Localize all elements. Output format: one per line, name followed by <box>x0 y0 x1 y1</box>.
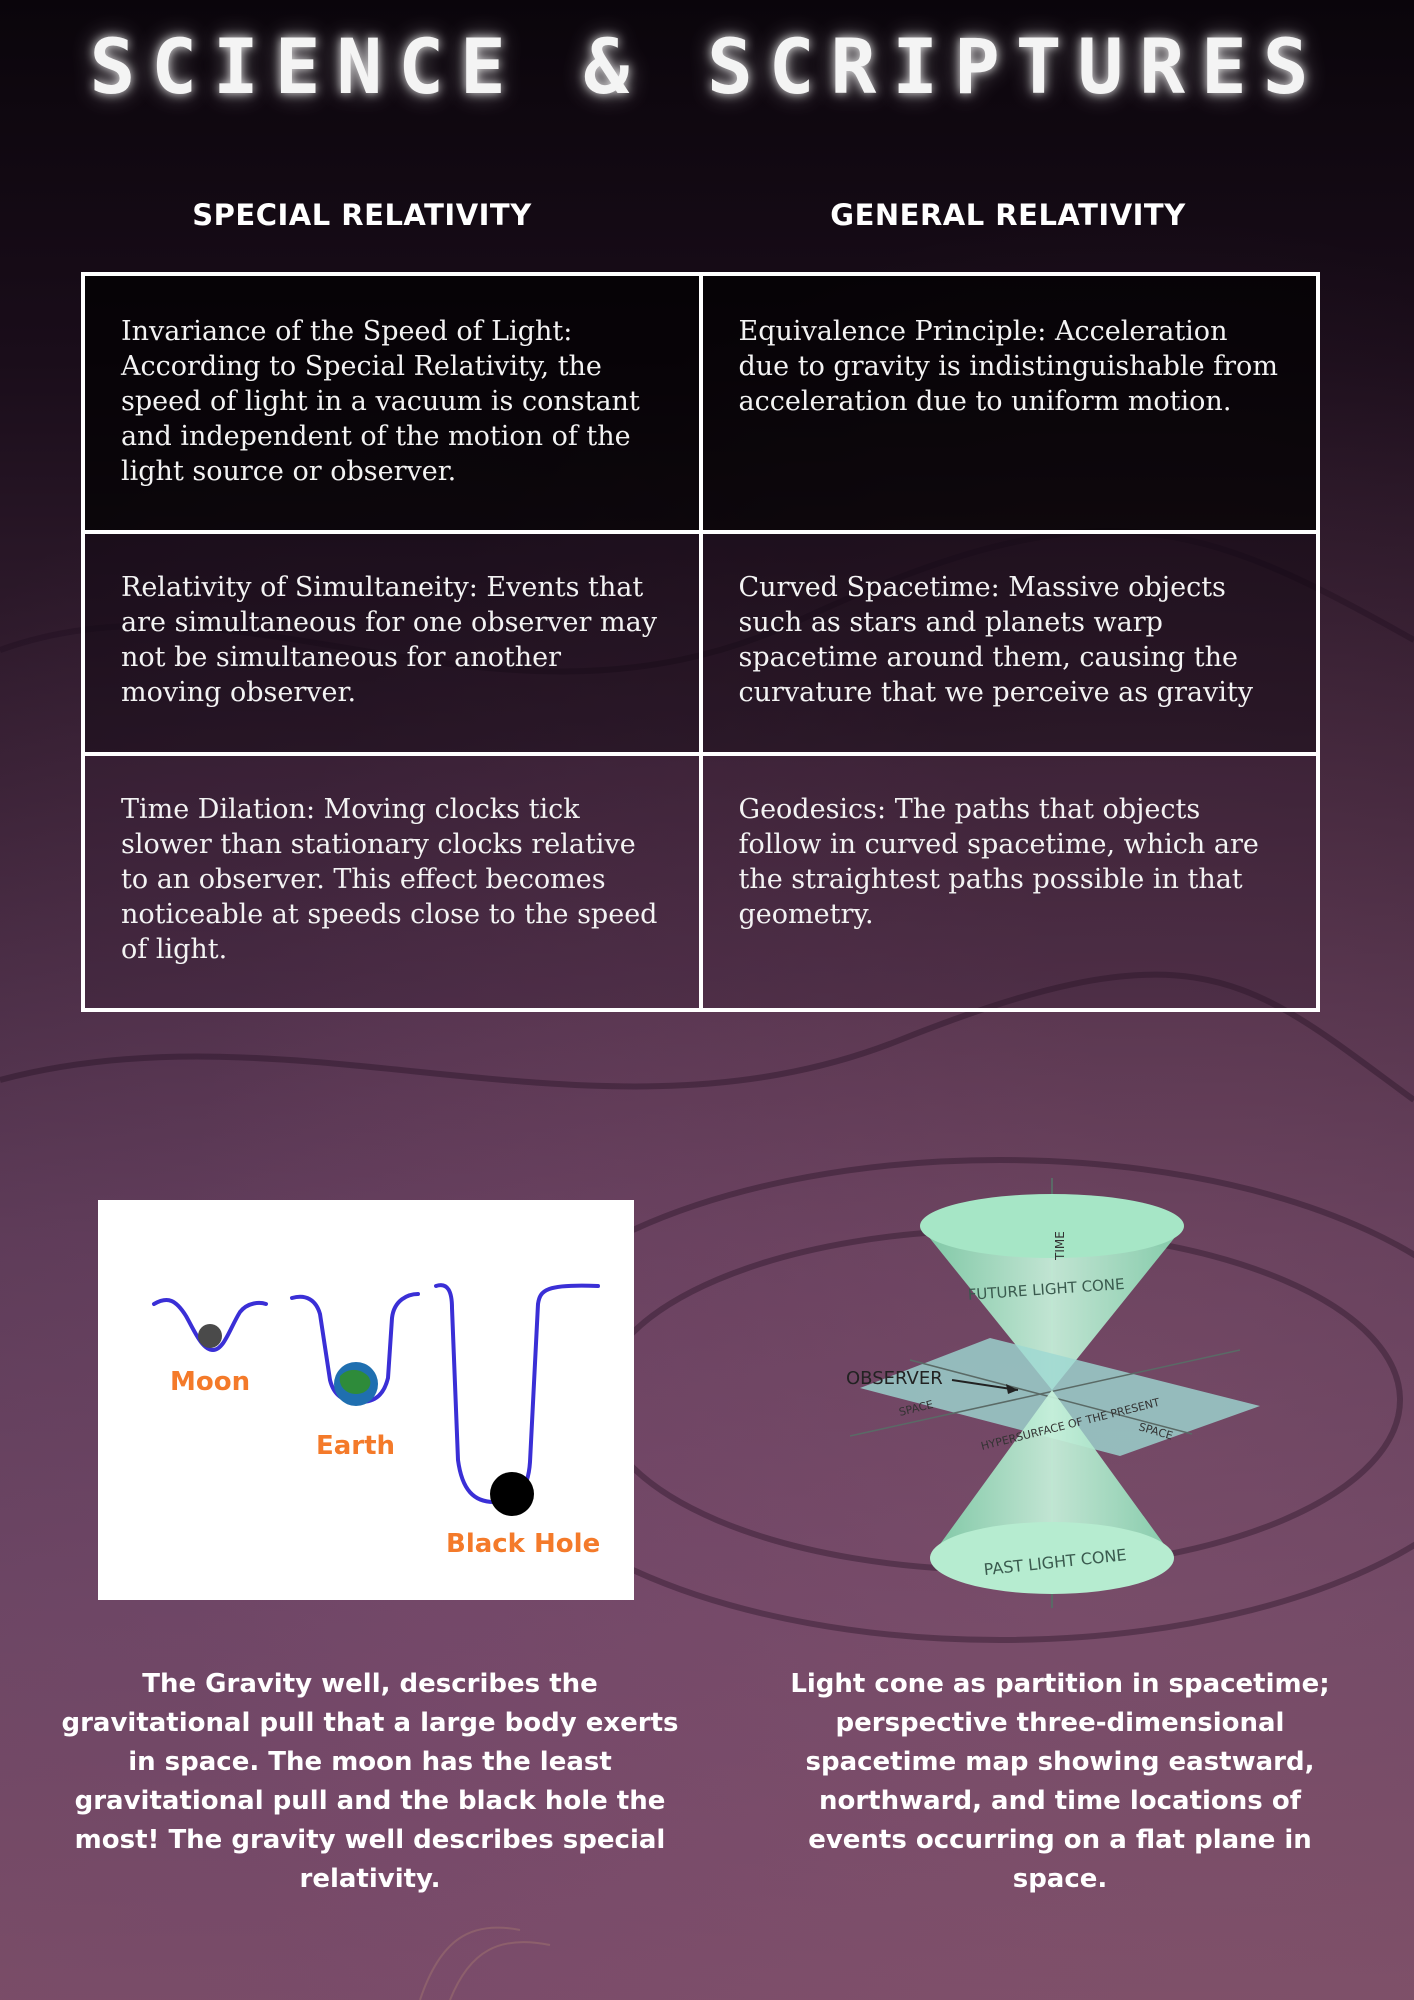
black-hole-well <box>434 1283 600 1504</box>
space-left-label: SPACE <box>898 1398 935 1419</box>
spacetime-plane <box>860 1338 1260 1456</box>
table-row: Invariance of the Speed of Light: Accord… <box>81 272 1320 534</box>
earth-icon <box>334 1362 378 1406</box>
gravity-well-caption: The Gravity well, describes the gravitat… <box>61 1669 679 1894</box>
moon-well <box>152 1298 268 1352</box>
gravity-well-illustration: Moon Earth Black Hole <box>98 1200 634 1600</box>
black-hole-label: Black Hole <box>446 1529 600 1559</box>
observer-label: OBSERVER <box>846 1368 943 1389</box>
special-cell: Invariance of the Speed of Light: Accord… <box>81 272 703 534</box>
special-cell: Time Dilation: Moving clocks tick slower… <box>81 752 703 1012</box>
black-hole-icon <box>490 1472 534 1516</box>
light-cone-diagram: TIME FUTURE LIGHT CONE OBSERVER SPACE SP… <box>820 1170 1260 1610</box>
future-light-cone <box>920 1226 1184 1390</box>
general-relativity-heading: GENERAL RELATIVITY <box>830 198 1186 232</box>
relativity-comparison-table: Invariance of the Speed of Light: Accord… <box>81 272 1320 1012</box>
moon-label: Moon <box>170 1367 250 1397</box>
light-cone-caption: Light cone as partition in spacetime; pe… <box>790 1669 1330 1894</box>
observer-arrow-icon <box>1006 1384 1018 1394</box>
special-cell: Relativity of Simultaneity: Events that … <box>81 530 703 756</box>
page-title: SCIENCE & SCRIPTURES <box>89 22 1325 111</box>
table-row: Time Dilation: Moving clocks tick slower… <box>81 752 1320 1012</box>
general-cell: Geodesics: The paths that objects follow… <box>698 752 1320 1012</box>
table-row: Relativity of Simultaneity: Events that … <box>81 530 1320 756</box>
past-light-cone <box>930 1390 1174 1558</box>
general-cell: Equivalence Principle: Acceleration due … <box>698 272 1320 534</box>
special-relativity-heading: SPECIAL RELATIVITY <box>192 198 532 232</box>
time-label: TIME <box>1053 1231 1067 1261</box>
earth-label: Earth <box>316 1431 395 1461</box>
general-cell: Curved Spacetime: Massive objects such a… <box>698 530 1320 756</box>
moon-icon <box>198 1324 222 1348</box>
